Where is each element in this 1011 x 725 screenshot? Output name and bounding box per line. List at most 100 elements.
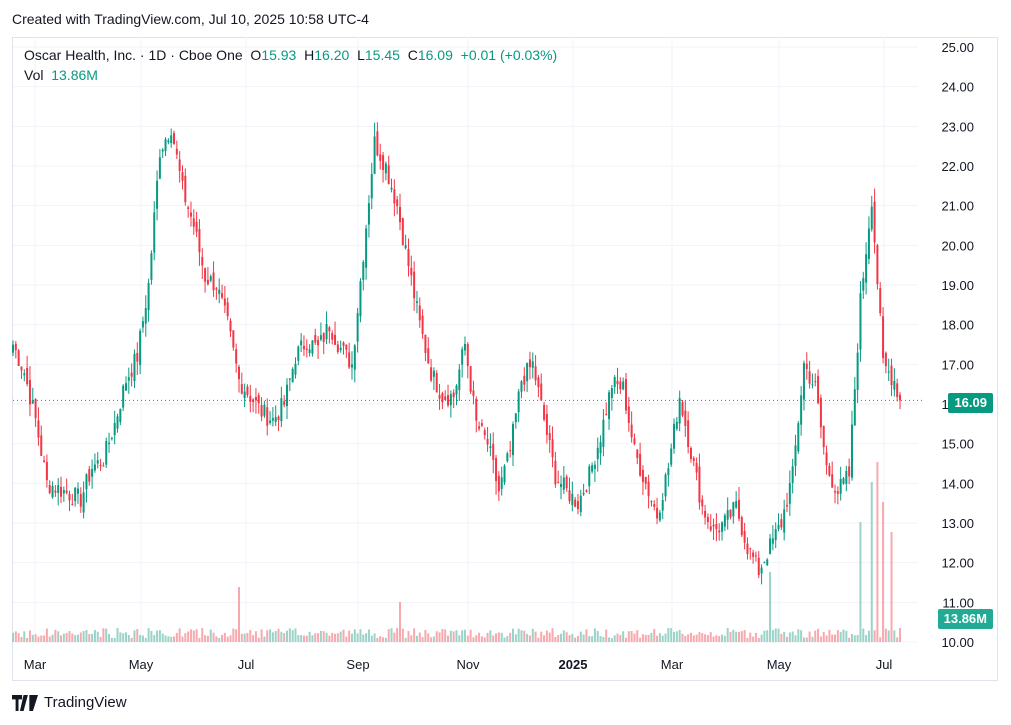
chart-frame[interactable]: [12, 37, 998, 681]
candle-body: [701, 499, 704, 507]
candle-body: [158, 157, 161, 179]
candle-body: [421, 315, 424, 334]
candle-body: [170, 135, 173, 144]
candle-body: [850, 424, 853, 478]
volume-bar: [543, 635, 546, 642]
volume-bar: [534, 631, 537, 642]
candle-body: [774, 529, 777, 541]
candle-body: [483, 430, 486, 436]
candle-body: [144, 308, 147, 324]
volume-bar: [548, 632, 551, 642]
candle-body: [235, 349, 238, 364]
volume-bar: [291, 630, 294, 642]
volume-bar: [365, 633, 368, 642]
footer-brand: TradingView: [44, 694, 127, 711]
volume-bar: [139, 635, 142, 642]
volume-bar: [447, 635, 450, 642]
candle-body: [274, 417, 277, 422]
candle-body: [393, 189, 396, 204]
volume-bar: [503, 637, 506, 642]
volume-bar: [353, 629, 356, 642]
candle-body: [514, 413, 517, 423]
volume-bar: [218, 637, 221, 642]
volume-bar: [345, 636, 348, 642]
candle-body: [763, 562, 766, 564]
volume-bar: [472, 637, 475, 642]
volume-bar: [184, 633, 187, 642]
candle-body: [430, 367, 433, 381]
volume-bar: [526, 633, 529, 642]
candle-body: [325, 324, 328, 340]
candle-body: [161, 149, 164, 152]
candle-body: [413, 271, 416, 299]
candle-body: [263, 404, 266, 416]
volume-bar: [294, 628, 297, 642]
candle-body: [212, 272, 215, 291]
volume-label: Vol: [24, 67, 44, 83]
volume-bar: [452, 631, 455, 642]
candle-body: [842, 478, 845, 484]
volume-bar: [489, 630, 492, 642]
volume-bar: [670, 628, 673, 642]
candle-body: [461, 349, 464, 365]
volume-bar: [48, 636, 51, 642]
candle-body: [723, 515, 726, 527]
candle-body: [585, 490, 588, 492]
volume-bar: [252, 635, 255, 642]
candle-body: [647, 481, 650, 497]
y-tick-label: 23.00: [941, 119, 974, 134]
candle-body: [444, 396, 447, 400]
volume-bar: [147, 628, 150, 642]
volume-bar: [483, 637, 486, 642]
candle-body: [232, 330, 235, 348]
candle-body: [678, 397, 681, 424]
volume-bar: [850, 633, 853, 642]
volume-bar: [718, 636, 721, 642]
candle-body: [370, 174, 373, 199]
volume-bar: [537, 637, 540, 642]
candle-body: [681, 402, 684, 416]
volume-bar: [54, 629, 57, 642]
volume-bar: [893, 630, 896, 642]
candle-body: [28, 379, 31, 405]
volume-bar: [113, 637, 116, 642]
volume-bar: [828, 629, 831, 642]
candle-body: [675, 421, 678, 429]
x-tick-label: May: [767, 657, 792, 672]
volume-bar: [373, 633, 376, 642]
volume-bar: [480, 636, 483, 642]
volume-bar: [413, 628, 416, 642]
volume-bar: [788, 632, 791, 642]
candle-body: [249, 395, 252, 402]
volume-bar: [280, 631, 283, 642]
symbol-name: Oscar Health, Inc. · 1D · Cboe One: [24, 47, 243, 63]
candle-body: [201, 257, 204, 266]
candle-body: [54, 490, 57, 493]
candle-body: [266, 407, 269, 426]
time-axis: Mar May Jul Sep Nov 2025 Mar May Jul: [24, 657, 893, 672]
candle-body: [82, 492, 85, 513]
candle-body: [147, 282, 150, 311]
volume-bar: [277, 628, 280, 642]
candle-body: [557, 481, 560, 483]
volume-bar: [729, 631, 732, 642]
high-value: 16.20: [314, 47, 350, 63]
candle-body: [704, 510, 707, 518]
candle-body: [382, 155, 385, 170]
volume-bar: [777, 628, 780, 642]
candle-body: [415, 301, 418, 304]
volume-bar: [37, 636, 40, 642]
volume-bar: [673, 631, 676, 642]
volume-bar: [387, 629, 390, 642]
volume-bar: [517, 628, 520, 642]
volume-bar: [704, 634, 707, 642]
candle-body: [822, 426, 825, 448]
candle-body: [523, 375, 526, 385]
volume-bar: [286, 630, 289, 642]
candle-body: [517, 391, 520, 413]
volume-bar: [478, 632, 481, 642]
volume-bar: [348, 630, 351, 642]
candle-body: [288, 378, 291, 380]
candle-body: [26, 367, 29, 385]
